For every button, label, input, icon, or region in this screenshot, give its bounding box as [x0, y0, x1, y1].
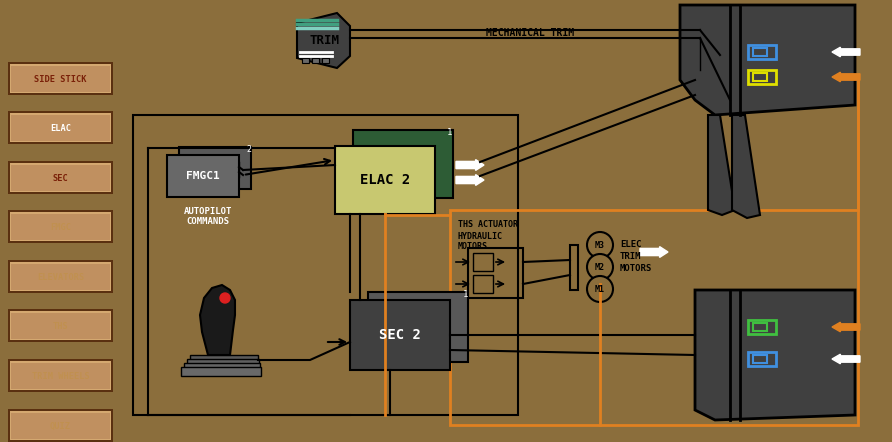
Bar	[11, 214, 110, 240]
Text: ELAC: ELAC	[50, 124, 71, 133]
Bar	[11, 363, 110, 389]
Bar	[187, 359, 259, 372]
Text: THS: THS	[53, 322, 69, 331]
Bar	[8, 309, 113, 342]
Circle shape	[587, 276, 613, 302]
Text: HYDRAULIC: HYDRAULIC	[458, 232, 503, 241]
Bar	[322, 58, 329, 63]
Text: M2: M2	[595, 263, 605, 271]
Circle shape	[587, 232, 613, 258]
Text: 1: 1	[463, 290, 468, 299]
Text: FMGC1: FMGC1	[186, 171, 219, 181]
Bar	[10, 163, 111, 192]
Bar	[748, 352, 776, 366]
Text: SEC: SEC	[53, 174, 69, 183]
Bar	[181, 367, 261, 376]
Bar	[10, 262, 111, 291]
Polygon shape	[732, 115, 760, 218]
Text: COMMANDS: COMMANDS	[186, 217, 229, 226]
Bar	[570, 245, 578, 290]
Text: AUTOPILOT: AUTOPILOT	[184, 207, 232, 216]
Text: SEC 2: SEC 2	[379, 328, 421, 342]
Text: MOTORS: MOTORS	[620, 264, 652, 273]
Text: THS ACTUATOR: THS ACTUATOR	[458, 220, 518, 229]
Bar	[8, 409, 113, 442]
Bar	[11, 413, 110, 439]
Bar	[473, 275, 493, 293]
Polygon shape	[297, 13, 350, 68]
Bar	[302, 58, 309, 63]
Text: TRIM WHEELS: TRIM WHEELS	[31, 372, 89, 381]
Bar	[11, 313, 110, 339]
Bar	[753, 73, 767, 81]
Text: TRIM: TRIM	[620, 252, 641, 261]
Bar	[11, 66, 110, 92]
Bar	[184, 363, 260, 374]
Text: 2: 2	[246, 145, 251, 154]
Text: ELAC 2: ELAC 2	[359, 173, 410, 187]
Text: FMGC: FMGC	[50, 223, 71, 232]
Bar	[368, 292, 468, 362]
Bar	[753, 48, 767, 56]
Text: MECHANICAL TRIM: MECHANICAL TRIM	[486, 28, 574, 38]
Bar	[753, 355, 767, 363]
Bar	[190, 355, 258, 370]
Text: 1: 1	[447, 128, 452, 137]
Polygon shape	[708, 115, 735, 215]
Bar	[8, 161, 113, 194]
Bar	[10, 212, 111, 241]
Bar	[10, 361, 111, 390]
Polygon shape	[200, 285, 235, 355]
Bar	[748, 45, 776, 59]
Bar	[8, 111, 113, 144]
Text: M1: M1	[595, 285, 605, 293]
Bar	[8, 359, 113, 392]
Polygon shape	[832, 72, 860, 82]
Bar	[353, 130, 453, 198]
Polygon shape	[695, 290, 855, 420]
Bar	[10, 64, 111, 93]
Bar	[753, 323, 767, 331]
Bar	[748, 70, 776, 84]
Circle shape	[587, 254, 613, 280]
Bar	[10, 311, 111, 340]
Text: TRIM: TRIM	[309, 34, 339, 46]
Bar	[10, 113, 111, 142]
Bar	[11, 165, 110, 191]
Polygon shape	[832, 322, 860, 332]
Bar	[748, 320, 776, 334]
Polygon shape	[640, 247, 668, 257]
Bar	[350, 300, 450, 370]
Circle shape	[220, 293, 230, 303]
Bar	[468, 248, 523, 298]
Bar	[133, 115, 518, 415]
Bar	[450, 210, 858, 425]
Bar	[8, 62, 113, 95]
Bar	[8, 210, 113, 243]
Text: M3: M3	[595, 240, 605, 249]
Text: SIDE STICK: SIDE STICK	[34, 75, 87, 84]
Polygon shape	[680, 5, 855, 115]
Bar	[167, 155, 239, 197]
Bar	[179, 147, 251, 189]
Text: ELEC: ELEC	[620, 240, 641, 249]
Polygon shape	[456, 175, 484, 185]
Bar	[312, 58, 319, 63]
Bar	[10, 411, 111, 440]
Text: ELEVATORS: ELEVATORS	[37, 273, 84, 282]
Bar	[11, 264, 110, 290]
Text: QUIZ: QUIZ	[50, 422, 71, 431]
Polygon shape	[456, 160, 484, 171]
Bar	[473, 253, 493, 271]
Text: MOTORS: MOTORS	[458, 242, 488, 251]
Bar	[11, 115, 110, 141]
Polygon shape	[832, 354, 860, 364]
Bar	[335, 146, 435, 214]
Bar	[8, 260, 113, 293]
Polygon shape	[832, 47, 860, 57]
